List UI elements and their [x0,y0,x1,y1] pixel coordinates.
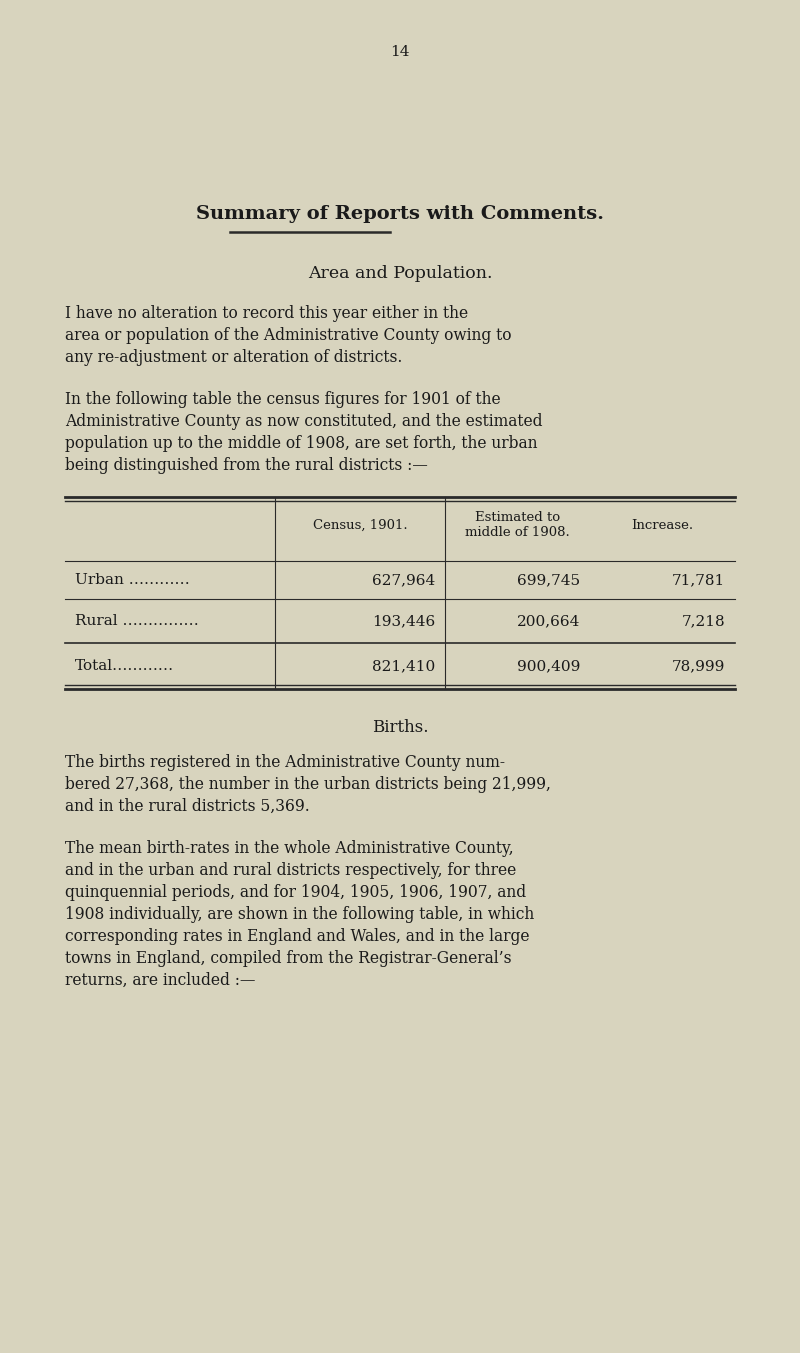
Text: any re-adjustment or alteration of districts.: any re-adjustment or alteration of distr… [65,349,402,367]
Text: 900,409: 900,409 [517,659,580,672]
Text: 821,410: 821,410 [372,659,435,672]
Text: and in the rural districts 5,369.: and in the rural districts 5,369. [65,798,310,815]
Text: 1908 individually, are shown in the following table, in which: 1908 individually, are shown in the foll… [65,907,534,923]
Text: corresponding rates in England and Wales, and in the large: corresponding rates in England and Wales… [65,928,530,944]
Text: bered 27,368, the number in the urban districts being 21,999,: bered 27,368, the number in the urban di… [65,777,551,793]
Text: 78,999: 78,999 [672,659,725,672]
Text: Urban …………: Urban ………… [75,574,190,587]
Text: population up to the middle of 1908, are set forth, the urban: population up to the middle of 1908, are… [65,436,538,452]
Text: 627,964: 627,964 [372,574,435,587]
Text: Births.: Births. [372,718,428,736]
Text: being distinguished from the rural districts :—: being distinguished from the rural distr… [65,457,428,474]
Text: Total…………: Total………… [75,659,174,672]
Text: 699,745: 699,745 [517,574,580,587]
Text: Estimated to
middle of 1908.: Estimated to middle of 1908. [465,511,570,538]
Text: Administrative County as now constituted, and the estimated: Administrative County as now constituted… [65,413,542,430]
Text: Increase.: Increase. [631,518,694,532]
Text: The births registered in the Administrative County num-: The births registered in the Administrat… [65,754,505,771]
Text: towns in England, compiled from the Registrar-General’s: towns in England, compiled from the Regi… [65,950,511,967]
Text: 193,446: 193,446 [372,614,435,628]
Text: 71,781: 71,781 [672,574,725,587]
Text: Census, 1901.: Census, 1901. [313,518,407,532]
Text: In the following table the census figures for 1901 of the: In the following table the census figure… [65,391,501,409]
Text: and in the urban and rural districts respectively, for three: and in the urban and rural districts res… [65,862,516,879]
Text: returns, are included :—: returns, are included :— [65,971,255,989]
Text: area or population of the Administrative County owing to: area or population of the Administrative… [65,327,511,344]
Text: 7,218: 7,218 [682,614,725,628]
Text: 200,664: 200,664 [517,614,580,628]
Text: 14: 14 [390,45,410,60]
Text: quinquennial periods, and for 1904, 1905, 1906, 1907, and: quinquennial periods, and for 1904, 1905… [65,884,526,901]
Text: The mean birth-rates in the whole Administrative County,: The mean birth-rates in the whole Admini… [65,840,514,856]
Text: Area and Population.: Area and Population. [308,265,492,281]
Text: Rural ……………: Rural …………… [75,614,198,628]
Text: Summary of Reports with Comments.: Summary of Reports with Comments. [196,206,604,223]
Text: I have no alteration to record this year either in the: I have no alteration to record this year… [65,304,468,322]
